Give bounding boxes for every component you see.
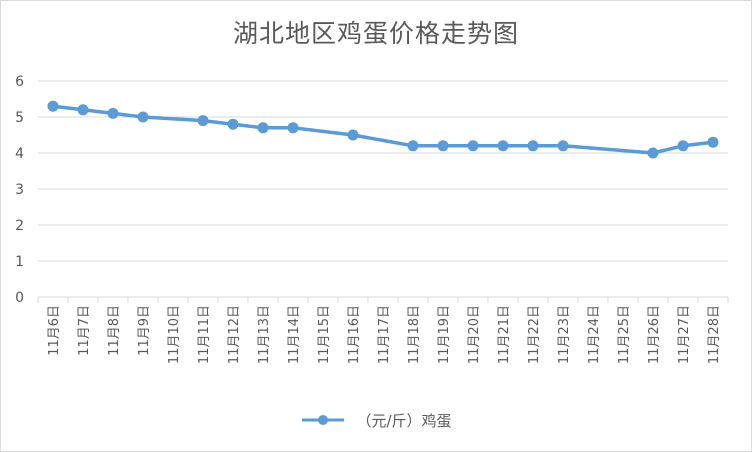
series-line <box>51 104 715 155</box>
y-tick-label: 5 <box>15 110 24 126</box>
data-point <box>257 122 269 134</box>
data-point <box>227 118 239 130</box>
x-tick-label: 11月6日 <box>47 305 62 356</box>
y-tick-label: 1 <box>15 254 24 270</box>
x-tick-label: 11月23日 <box>557 305 572 364</box>
x-tick-label: 11月10日 <box>167 305 182 364</box>
data-point <box>287 122 299 134</box>
legend: （元/斤）鸡蛋 <box>0 408 752 432</box>
x-tick-label: 11月14日 <box>287 305 302 364</box>
x-tick-label: 11月18日 <box>407 305 422 364</box>
legend-label: （元/斤）鸡蛋 <box>356 411 452 430</box>
data-point <box>647 147 659 159</box>
x-tick-label: 11月26日 <box>647 305 662 364</box>
y-tick-label: 6 <box>15 74 24 90</box>
x-tick-label: 11月27日 <box>677 305 692 364</box>
data-point <box>497 140 509 152</box>
x-tick-label: 11月11日 <box>197 305 212 364</box>
x-tick-label: 11月16日 <box>347 305 362 364</box>
x-tick-label: 11月17日 <box>377 305 392 364</box>
data-point <box>347 129 359 141</box>
y-tick-label: 2 <box>15 218 24 234</box>
data-point <box>107 107 119 119</box>
x-tick-label: 11月21日 <box>497 305 512 364</box>
x-tick-label: 11月20日 <box>467 305 482 364</box>
x-tick-label: 11月19日 <box>437 305 452 364</box>
x-tick-label: 11月24日 <box>587 305 602 364</box>
x-tick-label: 11月15日 <box>317 305 332 364</box>
data-point <box>467 140 479 152</box>
x-tick-label: 11月9日 <box>137 305 152 356</box>
data-point <box>527 140 539 152</box>
data-point <box>407 140 419 152</box>
y-tick-label: 4 <box>15 146 24 162</box>
data-point <box>137 111 149 123</box>
x-tick-label: 11月12日 <box>227 305 242 364</box>
y-tick-label: 3 <box>15 182 24 198</box>
data-point <box>197 115 209 127</box>
data-point <box>47 100 59 112</box>
x-tick-label: 11月13日 <box>257 305 272 364</box>
data-point <box>437 140 449 152</box>
data-point <box>557 140 569 152</box>
chart-title: 湖北地区鸡蛋价格走势图 <box>232 19 519 48</box>
data-point <box>77 104 89 116</box>
x-tick-label: 11月7日 <box>77 305 92 356</box>
data-point <box>707 136 719 148</box>
x-tick-label: 11月28日 <box>707 305 722 364</box>
data-point <box>677 140 689 152</box>
y-tick-label: 0 <box>15 290 24 306</box>
x-tick-label: 11月8日 <box>107 305 122 356</box>
legend-marker-icon <box>302 415 345 425</box>
x-tick-label: 11月25日 <box>617 305 632 364</box>
x-tick-label: 11月22日 <box>527 305 542 364</box>
